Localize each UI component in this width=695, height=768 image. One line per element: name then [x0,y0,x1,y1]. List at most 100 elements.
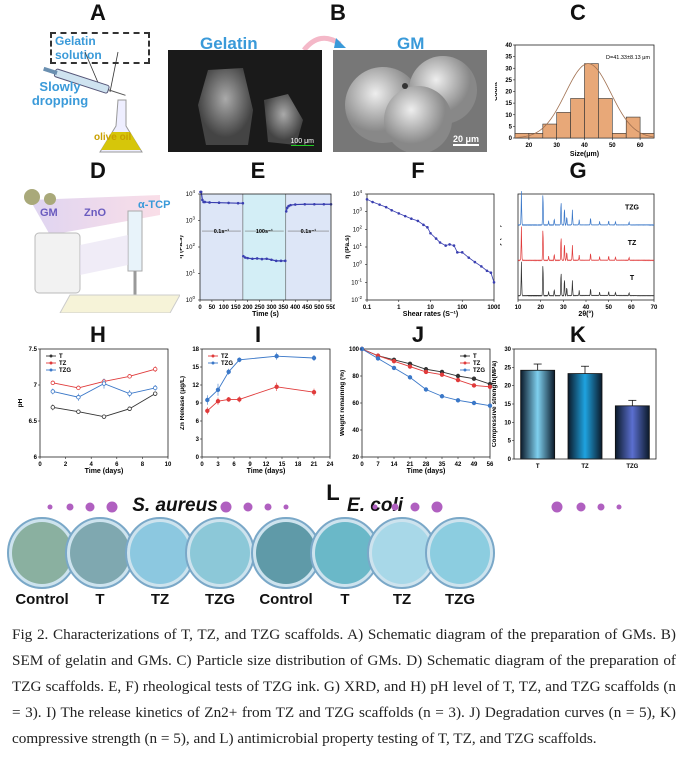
y-tick-label: 15 [192,365,199,371]
x-tick-label: 300 [266,305,277,311]
x-tick-label: 0.1 [363,305,372,311]
data-point [127,406,132,411]
data-point [455,377,461,383]
dish-agar [12,522,72,584]
xrd-trace-t [517,261,655,297]
species-label: S. aureus [132,495,218,516]
dish-agar [70,522,130,584]
concentration-dots-icon [47,501,289,513]
histogram-bar [612,133,627,139]
dish-label: TZ [392,591,412,608]
x-tick-label: 21 [407,462,414,468]
bar-tz [567,373,603,460]
petri-dish [251,517,321,589]
scale-bar: 100 μm [290,138,314,146]
y-tick-label: 40 [505,43,512,49]
y-tick-label: 10 [504,420,511,426]
dish-agar [256,522,316,584]
y-axis-label: η (Pa.s) [345,235,351,258]
data-point [205,408,210,413]
bar-t [520,369,556,460]
petri-dish [65,517,135,589]
x-axis-label: Time (days) [247,468,286,475]
data-point [378,203,381,206]
x-tick-label: 20 [526,143,533,149]
y-tick-label: 5 [508,439,512,445]
dot [47,504,53,510]
series-line-t [361,348,491,385]
data-point [492,281,496,284]
panel-label-c: C [570,0,586,25]
data-point [403,214,407,218]
y-tick-label: 20 [504,384,511,390]
y-tick-label: 6.5 [29,419,38,425]
data-point [226,369,231,374]
petri-dish [310,517,380,589]
panel-label-f: F [411,158,425,183]
x-tick-label: 6 [115,462,119,468]
legend-label: T [59,354,63,360]
y-tick-label: 0 [509,136,513,142]
x-tick-label: 200 [243,305,254,311]
series-line [366,198,495,283]
x-tick-label: 50 [605,305,612,311]
panel-label-a: A [90,0,106,25]
x-tick-label: 42 [455,462,462,468]
data-point [50,389,55,394]
data-point [76,409,81,414]
xrd-trace-tzg [517,191,655,227]
data-point [426,226,429,229]
y-tick-label: 103 [186,216,196,225]
y-axis-label: Zn Release (μg/L) [180,376,186,430]
data-point [439,372,445,377]
x-tick-label: 10 [427,305,434,311]
chart-c-size-histogram: D=41.33±8.13 μm 20 30 40 50 60 0 5 10 15 20 25 30 35 4… [495,43,655,158]
y-axis-label: pH [18,398,24,407]
plot-frame [39,348,169,458]
x-tick-label: 100 [457,305,468,311]
dot [597,503,605,511]
x-tick-label: 35 [439,462,446,468]
data-point [76,395,81,400]
data-point [407,375,413,380]
x-tick-label: 56 [487,462,494,468]
y-tick-label: 15 [505,101,512,107]
dot [66,503,74,511]
x-tick-label: 12 [263,462,270,468]
segment-label: 0.1s⁻¹ [214,228,230,235]
histogram-bar [598,98,613,139]
data-point [429,231,432,235]
x-tick-label: 6 [232,462,236,468]
xrd-trace-tz [517,226,655,262]
dot [243,502,253,512]
syringe-flask-icon [43,51,143,153]
segment-background [285,194,331,300]
data-point [127,374,132,379]
histogram-bar [584,63,599,139]
y-axis-label: Count [495,81,499,101]
y-tick-label: 35 [505,55,512,61]
data-point [448,243,451,246]
x-tick-label: 30 [553,143,560,149]
data-point [473,260,477,264]
petri-dish [7,517,77,589]
data-point [215,387,221,392]
x-tick-label: 100 [219,305,230,311]
data-point [283,259,287,263]
legend-label: TZ [473,361,481,367]
segment-background [242,194,286,300]
petri-dish [425,517,495,589]
y-tick-label: 15 [504,402,511,408]
data-point [487,403,493,408]
x-axis-label: Time (days) [85,468,124,475]
data-point [152,385,158,391]
x-tick-label: 2 [64,462,68,468]
series-line-tzg [361,348,491,407]
dish-label: TZG [205,591,235,608]
x-axis-label: Time (days) [407,468,446,475]
y-tick-label: 25 [504,365,511,371]
panel-label-j: J [411,322,425,347]
data-point [390,208,394,212]
plot-frame [366,193,495,301]
gelatin-solution-label: Gelatin solution [50,32,150,64]
